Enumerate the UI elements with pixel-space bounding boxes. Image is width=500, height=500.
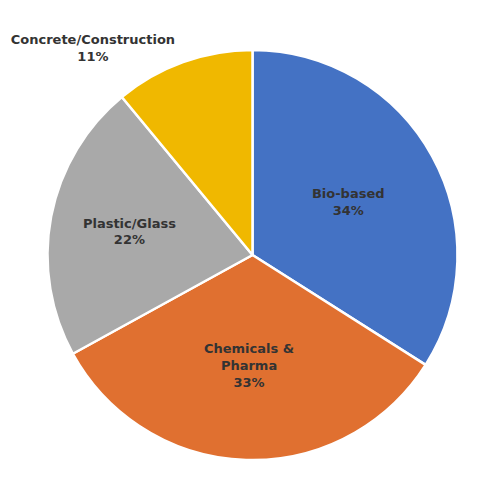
svg-text:Plastic/Glass22%: Plastic/Glass22% (83, 216, 176, 248)
svg-text:Bio-based34%: Bio-based34% (312, 186, 385, 218)
svg-text:Chemicals &Pharma33%: Chemicals &Pharma33% (204, 341, 294, 390)
svg-text:Concrete/Construction11%: Concrete/Construction11% (11, 32, 175, 64)
